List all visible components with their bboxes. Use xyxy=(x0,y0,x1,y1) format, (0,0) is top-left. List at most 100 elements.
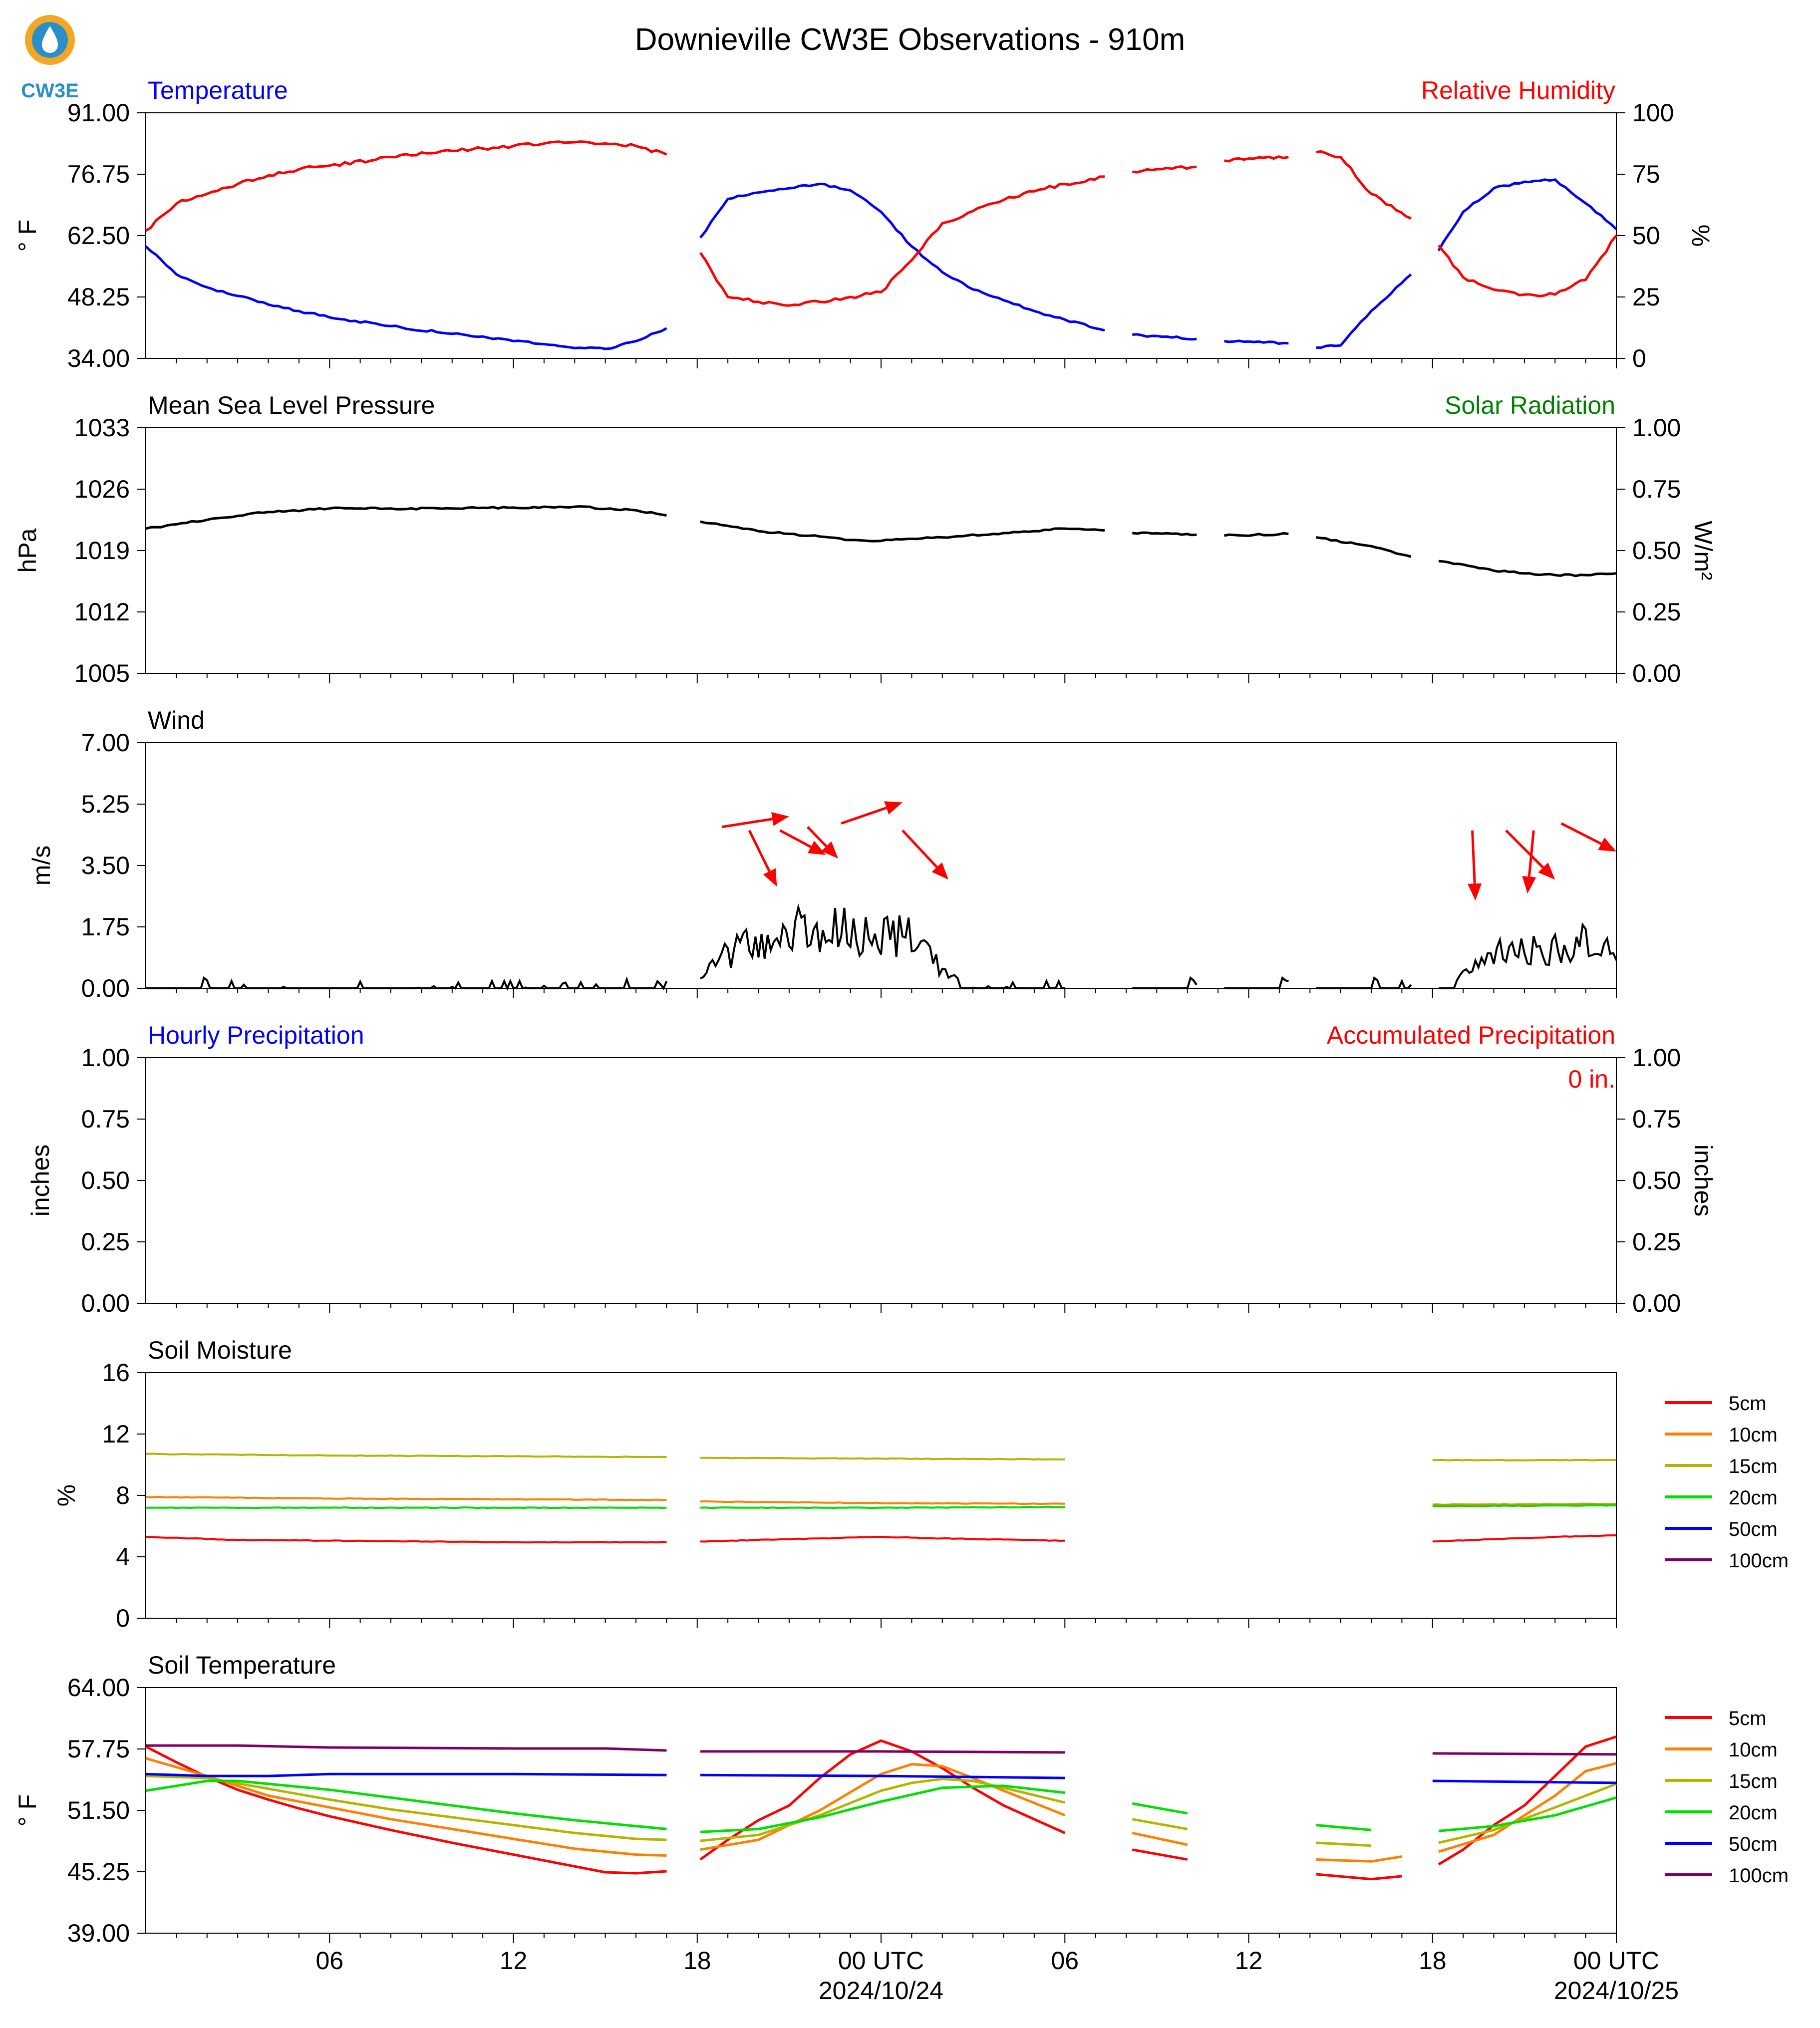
y2-tick-label: 25 xyxy=(1632,283,1660,311)
y-tick-label: 76.75 xyxy=(67,160,130,188)
soil-temp-50cm-line-segment xyxy=(1432,1779,1617,1784)
soil-temp-100cm-line-segment xyxy=(700,1750,1065,1754)
wind-arrow-shaft xyxy=(1471,830,1476,884)
y-tick-label: 1012 xyxy=(74,598,130,626)
wind-arrow-head xyxy=(821,841,839,859)
temperature-line-segment xyxy=(1224,339,1289,345)
panel-left-title: Soil Temperature xyxy=(148,1651,336,1679)
wind-arrow-head xyxy=(1522,876,1536,894)
x-date-label: 2024/10/25 xyxy=(1554,1977,1679,2005)
rh-line-segment xyxy=(1438,235,1617,297)
y-axis-label: m/s xyxy=(27,846,55,886)
y-tick-label: 3.50 xyxy=(81,852,130,879)
wind-arrow-shaft xyxy=(841,807,887,825)
soil-moisture-10cm-line-segment xyxy=(700,1500,1065,1505)
soil-temp-100cm-line-segment xyxy=(1432,1752,1617,1756)
wind-arrow xyxy=(1505,829,1555,880)
legend-label: 100cm xyxy=(1729,1550,1789,1572)
legend-label: 10cm xyxy=(1729,1739,1778,1761)
y-tick-label: 12 xyxy=(102,1420,130,1448)
wind-arrow-head xyxy=(763,868,777,887)
x-tick-label: 18 xyxy=(683,1947,711,1975)
wind-arrow-shaft xyxy=(902,830,938,868)
legend-label: 50cm xyxy=(1729,1518,1778,1540)
y-axis-label: inches xyxy=(26,1145,54,1217)
y-tick-label: 39.00 xyxy=(67,1919,130,1947)
y-tick-label: 62.50 xyxy=(67,222,130,250)
pressure-line-segment xyxy=(1438,560,1617,578)
y-axis-label: hPa xyxy=(13,528,41,573)
y-axis-label: ° F xyxy=(13,220,41,252)
legend-label: 50cm xyxy=(1729,1833,1778,1855)
soil-temp-5cm-line-segment xyxy=(699,1739,1066,1861)
soil-moisture-20cm-line-segment xyxy=(700,1505,1065,1509)
soil-temp-10cm-line-segment xyxy=(1316,1855,1402,1863)
y-tick-label: 1033 xyxy=(74,414,130,442)
wind-arrow-head xyxy=(1538,863,1555,880)
accumulated-precip-annotation: 0 in. xyxy=(1568,1065,1615,1093)
wind-arrow xyxy=(748,830,777,887)
rh-line-segment xyxy=(145,140,667,232)
y-tick-label: 51.50 xyxy=(67,1796,130,1824)
soil-moisture-15cm-line-segment xyxy=(145,1452,667,1458)
soil-moisture-20cm-line-segment xyxy=(145,1506,667,1509)
wind-arrow-shaft xyxy=(1527,830,1535,877)
y-tick-label: 57.75 xyxy=(67,1735,130,1763)
y2-tick-label: 0 xyxy=(1632,344,1646,372)
pressure-line-segment xyxy=(700,520,1105,543)
y2-tick-label: 50 xyxy=(1632,222,1660,250)
y-tick-label: 4 xyxy=(116,1543,130,1571)
legend-label: 15cm xyxy=(1729,1455,1778,1477)
rh-line-segment xyxy=(1224,155,1289,163)
soil-temp-15cm-line-segment xyxy=(1438,1782,1617,1844)
panel-wind: 0.00 1.75 3.50 5.25 7.00 Wind m/s xyxy=(27,706,1617,1002)
legend-label: 5cm xyxy=(1729,1393,1767,1415)
wind-speed-segment xyxy=(146,976,668,991)
soil-moisture-15cm-line-segment xyxy=(700,1456,1065,1461)
legend-label: 15cm xyxy=(1729,1770,1778,1792)
y2-tick-label: 0.25 xyxy=(1632,1228,1681,1256)
y2-tick-label: 75 xyxy=(1632,160,1660,188)
panel-left-title: Wind xyxy=(148,706,205,734)
y-tick-label: 1005 xyxy=(74,659,130,687)
pressure-line-segment xyxy=(1316,536,1412,558)
soil-moisture-5cm-line-segment xyxy=(145,1536,667,1544)
y2-tick-label: 0.50 xyxy=(1632,1166,1681,1194)
soil-temp-5cm-line-segment xyxy=(1132,1848,1188,1861)
y2-tick-label: 0.50 xyxy=(1632,537,1681,565)
x-tick-label: 12 xyxy=(500,1947,528,1975)
soil-temp-5cm-line-segment xyxy=(1438,1736,1617,1866)
panels: 34.00 48.25 62.50 76.75 91.00 0 25 50 75 100 Tempe… xyxy=(13,76,1789,2005)
legend-label: 20cm xyxy=(1729,1802,1778,1824)
y-tick-label: 0.75 xyxy=(81,1105,130,1133)
wind-arrow-head xyxy=(1468,883,1482,901)
y-tick-label: 0.00 xyxy=(81,1289,130,1317)
temperature-line-segment xyxy=(1316,273,1412,349)
y-tick-label: 0 xyxy=(116,1604,130,1632)
wind-arrow xyxy=(902,830,949,880)
wind-arrow xyxy=(721,812,789,829)
soil-temp-10cm-line-segment xyxy=(1438,1762,1617,1853)
soil-temp-20cm-line-segment xyxy=(1438,1796,1617,1832)
y-tick-label: 16 xyxy=(102,1359,130,1387)
wind-arrow xyxy=(1560,822,1616,852)
y-tick-label: 0.50 xyxy=(81,1166,130,1194)
panel-pressure: 1005 1012 1019 1026 1033 0.00 0.25 0.50 0.75 1.00… xyxy=(13,391,1717,687)
soil-moisture-10cm-line-segment xyxy=(1432,1502,1617,1506)
rh-line-segment xyxy=(699,175,1105,307)
wind-speed-segment xyxy=(1439,922,1617,989)
pressure-line-segment xyxy=(1132,531,1197,537)
pressure-line-segment xyxy=(1223,532,1289,537)
soil-temp-100cm-line-segment xyxy=(146,1744,667,1752)
legend-label: 10cm xyxy=(1729,1424,1778,1446)
x-date-label: 2024/10/24 xyxy=(819,1977,943,2005)
figure-title: Downieville CW3E Observations - 910m xyxy=(635,22,1186,57)
wind-arrow-shaft xyxy=(1560,822,1602,845)
legend-label: 20cm xyxy=(1729,1487,1778,1509)
logo-label: CW3E xyxy=(21,80,79,102)
x-tick-label: 18 xyxy=(1419,1947,1447,1975)
y-tick-label: 45.25 xyxy=(67,1858,130,1886)
soil-temp-5cm-line-segment xyxy=(1316,1873,1402,1881)
y2-axis-label: W/m² xyxy=(1689,521,1717,580)
x-tick-label: 06 xyxy=(1051,1947,1079,1975)
